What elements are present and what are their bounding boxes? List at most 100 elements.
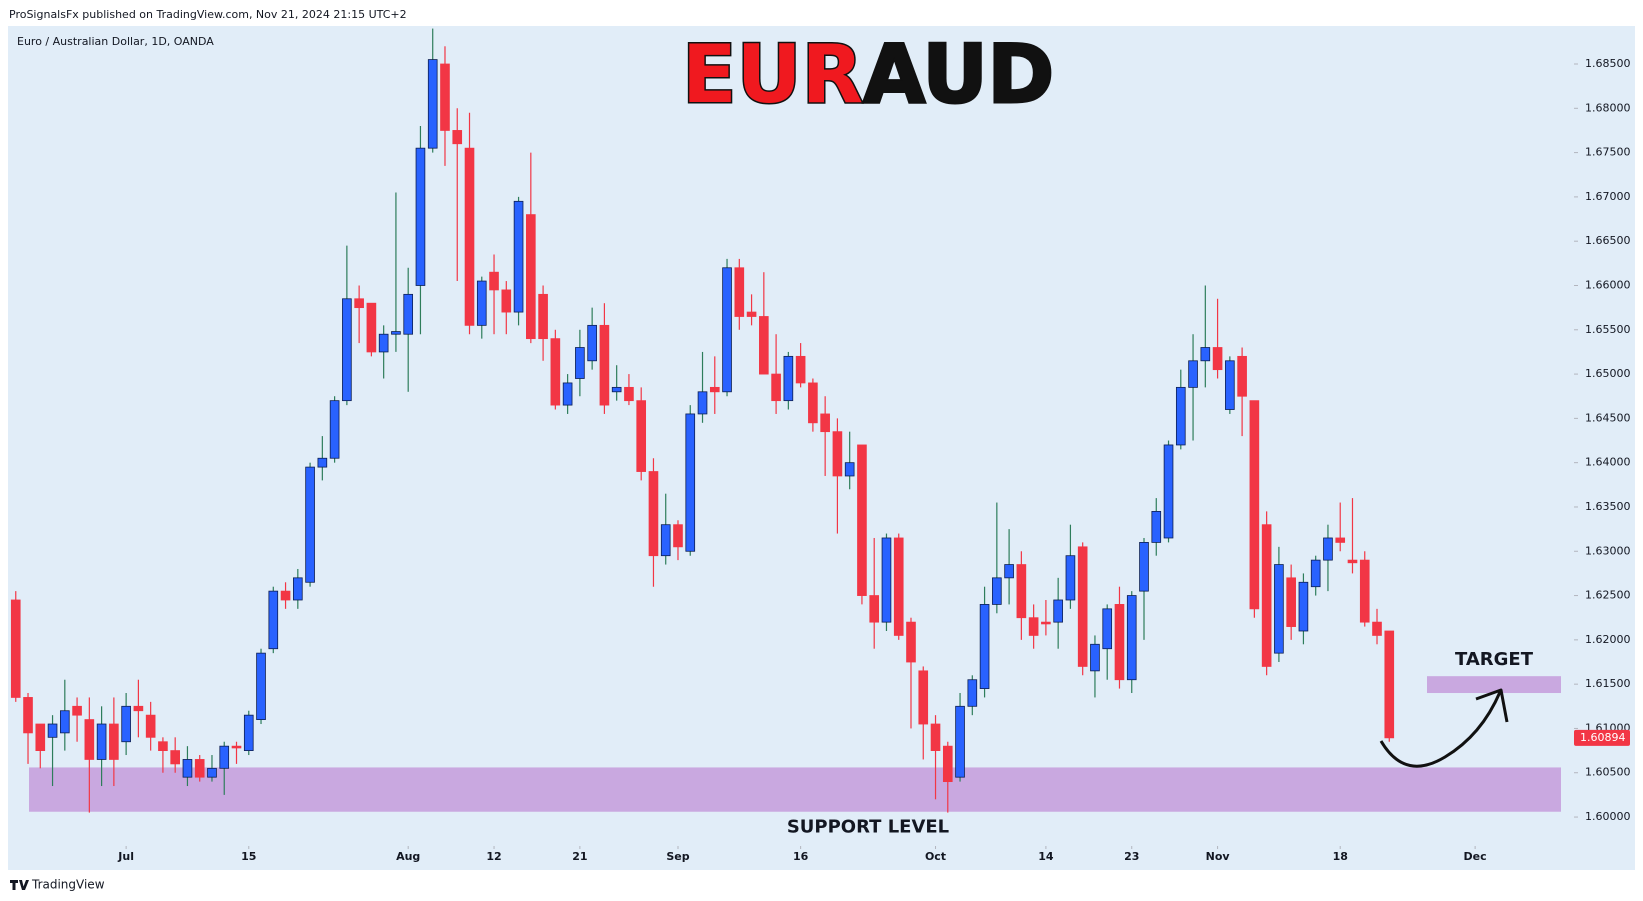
- candle-body: [207, 767, 217, 778]
- candle: [1139, 537, 1149, 640]
- candle: [1335, 502, 1346, 552]
- candle-body: [47, 723, 58, 738]
- candle-body: [660, 524, 671, 557]
- candle: [795, 343, 806, 388]
- candle-body: [722, 267, 732, 393]
- zone-label: TARGET: [1455, 649, 1534, 670]
- y-tick-label: 1.64000: [1585, 456, 1631, 469]
- candle-body: [59, 710, 70, 734]
- candle: [611, 365, 622, 401]
- candle-body: [1151, 510, 1162, 543]
- candle-body: [403, 293, 414, 335]
- candle-body: [1298, 581, 1309, 632]
- y-tick-label: 1.62500: [1585, 589, 1631, 602]
- last-price-badge: [1574, 729, 1630, 746]
- candle: [1016, 551, 1027, 640]
- candle: [1163, 440, 1174, 543]
- candle-body: [1090, 643, 1100, 672]
- candle: [906, 617, 916, 729]
- candle: [673, 520, 683, 561]
- candle-body: [452, 130, 463, 145]
- candle: [562, 374, 573, 414]
- candle-body: [256, 652, 266, 720]
- candle: [1114, 586, 1125, 689]
- footer-logo: [10, 880, 29, 890]
- candle-body: [550, 338, 561, 406]
- candle: [1028, 604, 1039, 649]
- candle: [256, 648, 266, 725]
- candle: [1065, 524, 1076, 609]
- x-tick-label: 18: [1333, 850, 1348, 863]
- candle-body: [1359, 559, 1370, 623]
- candle: [133, 679, 144, 738]
- candle: [1090, 635, 1100, 698]
- candle: [808, 378, 818, 432]
- candle-body: [918, 670, 929, 725]
- candle-body: [121, 705, 131, 743]
- x-tick-label: Dec: [1464, 850, 1487, 863]
- candle-body: [1237, 355, 1247, 397]
- candle: [329, 396, 340, 463]
- candle: [354, 285, 364, 344]
- candle-body: [342, 298, 352, 402]
- candle: [452, 108, 463, 282]
- candle-body: [1102, 608, 1113, 650]
- candle: [685, 405, 696, 556]
- candle: [844, 431, 855, 490]
- candle-body: [476, 280, 487, 326]
- candle-body: [145, 714, 156, 738]
- candle-body: [783, 355, 794, 402]
- candle: [538, 285, 548, 361]
- candle-body: [513, 200, 524, 313]
- projection-arrow: [1379, 691, 1502, 768]
- candle-body: [1077, 546, 1088, 667]
- candle-body: [427, 59, 438, 149]
- candle: [219, 741, 230, 795]
- candle: [967, 675, 978, 716]
- y-tick-label: 1.61500: [1585, 677, 1631, 690]
- x-tick-label: Sep: [666, 850, 689, 863]
- candle: [1212, 298, 1223, 379]
- candle: [1286, 564, 1296, 640]
- x-tick-label: 14: [1038, 850, 1054, 863]
- candle: [440, 46, 450, 166]
- candle-body: [1372, 621, 1382, 636]
- candle: [697, 351, 708, 423]
- y-tick-label: 1.63500: [1585, 500, 1631, 513]
- candle-body: [624, 386, 634, 402]
- y-tick-label: 1.67500: [1585, 146, 1631, 159]
- candle-body: [317, 457, 328, 468]
- footer-brand: TradingView: [31, 878, 105, 892]
- candle-body: [820, 413, 830, 433]
- candle-body: [1212, 347, 1223, 371]
- candle: [10, 591, 21, 702]
- candle: [771, 334, 781, 414]
- candle-body: [1286, 577, 1296, 627]
- publish-header: ProSignalsFx published on TradingView.co…: [9, 8, 407, 21]
- candle: [734, 258, 745, 330]
- candle: [709, 356, 720, 414]
- candle-body: [538, 293, 548, 340]
- y-tick-label: 1.66000: [1585, 278, 1631, 291]
- candle: [366, 302, 377, 357]
- candle: [1384, 630, 1395, 742]
- candle-body: [1175, 386, 1186, 446]
- logo-mark: [10, 880, 29, 890]
- candle-body: [759, 316, 769, 375]
- candle-body: [109, 723, 119, 760]
- candle: [783, 351, 794, 410]
- candle: [599, 303, 610, 414]
- candle-body: [1041, 621, 1051, 625]
- candle: [391, 192, 401, 352]
- candle: [1237, 347, 1247, 437]
- candle: [636, 387, 647, 481]
- candle: [1298, 573, 1309, 645]
- candle: [746, 294, 757, 326]
- candle-body: [869, 595, 880, 623]
- candle: [1261, 511, 1272, 676]
- candle-body: [1261, 524, 1272, 667]
- candle: [722, 258, 732, 397]
- candle-body: [734, 267, 745, 317]
- candle: [59, 679, 70, 751]
